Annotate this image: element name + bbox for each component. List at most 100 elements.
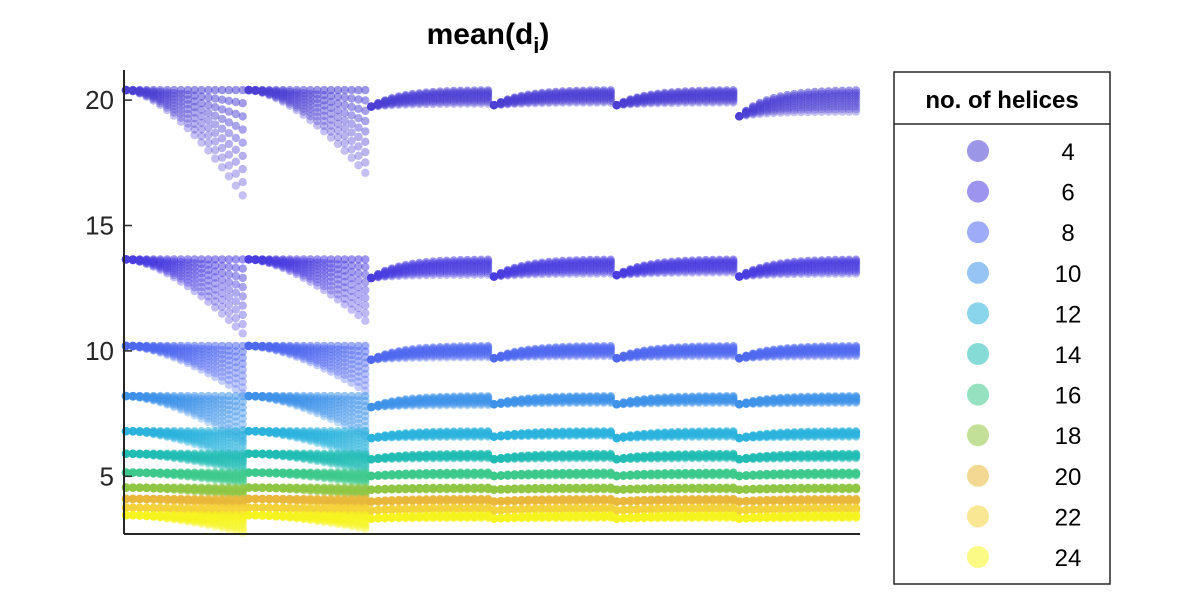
data-point [197,138,206,147]
data-point [231,97,240,107]
data-point [299,104,308,113]
data-point [176,101,186,111]
data-point [224,315,234,325]
data-point [361,255,370,264]
data-point [285,91,294,101]
data-point [347,102,356,112]
data-point [435,95,445,104]
data-point [387,100,397,109]
data-point [449,99,458,109]
data-point [313,103,322,113]
data-point [149,88,158,97]
data-point [394,94,403,103]
data-point [374,101,383,110]
data-point [387,97,397,106]
data-point [149,96,158,105]
data-point [347,94,356,103]
data-point [326,103,336,113]
data-point [401,94,410,103]
data-point [238,151,247,161]
data-point [238,273,247,283]
data-point [333,133,343,142]
data-point [326,97,336,107]
data-point [149,91,158,100]
data-point [428,98,438,107]
data-point [463,93,472,102]
data-point [415,94,424,103]
data-point [149,93,158,103]
data-point [361,85,370,95]
data-point [299,110,308,120]
data-point [258,87,267,96]
data-point [470,96,479,105]
data-point [422,91,431,100]
data-point [361,168,370,177]
data-point [354,161,363,170]
data-point [435,99,445,109]
data-point [271,91,281,100]
data-point [347,85,356,95]
data-point [374,100,383,110]
data-point [367,102,376,111]
data-point [238,164,247,174]
data-point [442,93,451,102]
data-point [463,91,472,100]
data-point [190,119,199,129]
data-point [128,86,138,96]
data-point [320,106,329,115]
data-point [204,131,213,140]
data-point [415,93,424,102]
data-point [244,85,253,95]
data-point [428,96,438,106]
data-point [285,93,294,103]
data-point [326,127,336,136]
data-point [333,112,343,122]
data-point [258,86,267,95]
data-point [135,87,144,96]
data-point [204,116,213,125]
data-point [306,93,315,102]
data-point [326,115,336,124]
data-point [483,91,493,100]
data-point [354,104,363,114]
data-point [313,108,322,117]
data-point [333,295,343,304]
data-point [156,91,165,100]
data-point [422,97,431,106]
data-point [449,94,458,104]
data-point [190,130,199,140]
data-point [244,85,253,95]
data-point [176,277,186,286]
data-point [367,102,376,111]
data-point [265,89,274,99]
data-point [320,127,329,136]
data-point [361,96,370,105]
data-point [271,90,281,99]
data-point [163,100,172,110]
data-point [401,96,410,106]
data-point [285,101,294,110]
data-point [394,98,403,107]
data-point [470,97,479,107]
data-point [231,169,240,178]
data-point [374,99,383,109]
data-point [169,111,179,120]
data-point [231,109,240,119]
data-point [285,89,294,99]
data-point [197,92,206,101]
data-point [333,119,343,128]
data-point [163,103,172,112]
data-point [347,153,356,162]
data-point [190,114,199,123]
data-point [183,100,192,109]
data-point [333,92,343,102]
data-point [320,116,329,126]
data-point [217,153,227,162]
data-point [387,96,397,106]
data-point [320,101,329,110]
data-point [299,92,308,101]
data-point [251,86,260,95]
data-point [326,85,336,95]
data-point [292,100,301,110]
data-point [361,106,370,116]
